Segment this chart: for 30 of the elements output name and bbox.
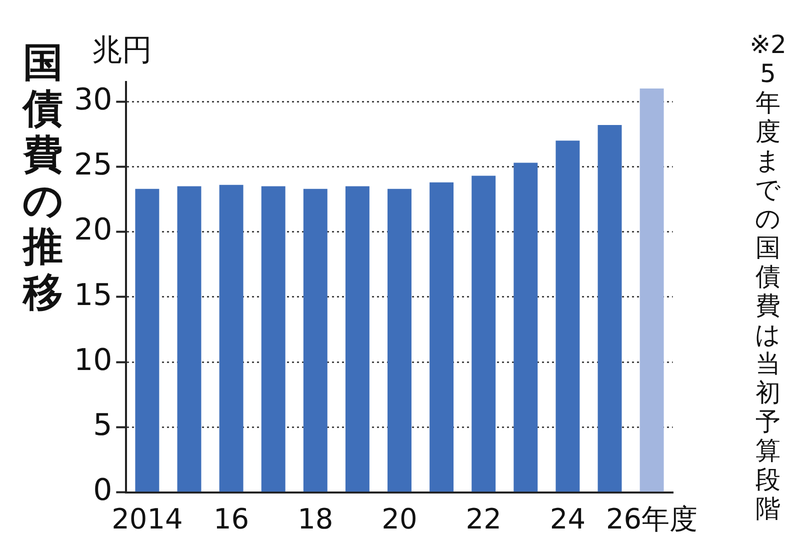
bar [345,186,370,492]
bar [472,176,496,492]
y-tick-label: 15 [74,278,112,313]
y-tick-label: 30 [74,82,112,118]
x-tick-label: 26年度 [606,502,698,536]
y-axis-title: 兆円 [92,32,152,70]
text: ※25年度までの国債費は当初予算段階 [750,30,786,523]
x-tick-label: 24 [550,502,586,536]
bar [261,186,286,492]
x-tick-label: 20 [382,502,418,536]
x-tick-label: 2014 [112,502,183,536]
bar [556,140,580,492]
text: 国債費の推移 [21,40,64,316]
y-tick-label: 25 [74,147,112,182]
bar [177,186,202,492]
bar [303,188,328,492]
x-tick-label: 16 [213,502,250,536]
y-tick-label: 5 [93,408,112,444]
x-tick-label: 18 [298,502,334,536]
y-tick-label: 10 [74,342,112,378]
bar [514,162,538,492]
x-tick-label: 22 [466,502,502,536]
bar [135,188,160,492]
bar [430,182,454,492]
y-tick-label: 0 [93,473,112,508]
bar [640,88,664,492]
bar [598,124,622,492]
bar [388,188,412,492]
bar [219,184,244,492]
y-tick-label: 20 [74,212,112,248]
